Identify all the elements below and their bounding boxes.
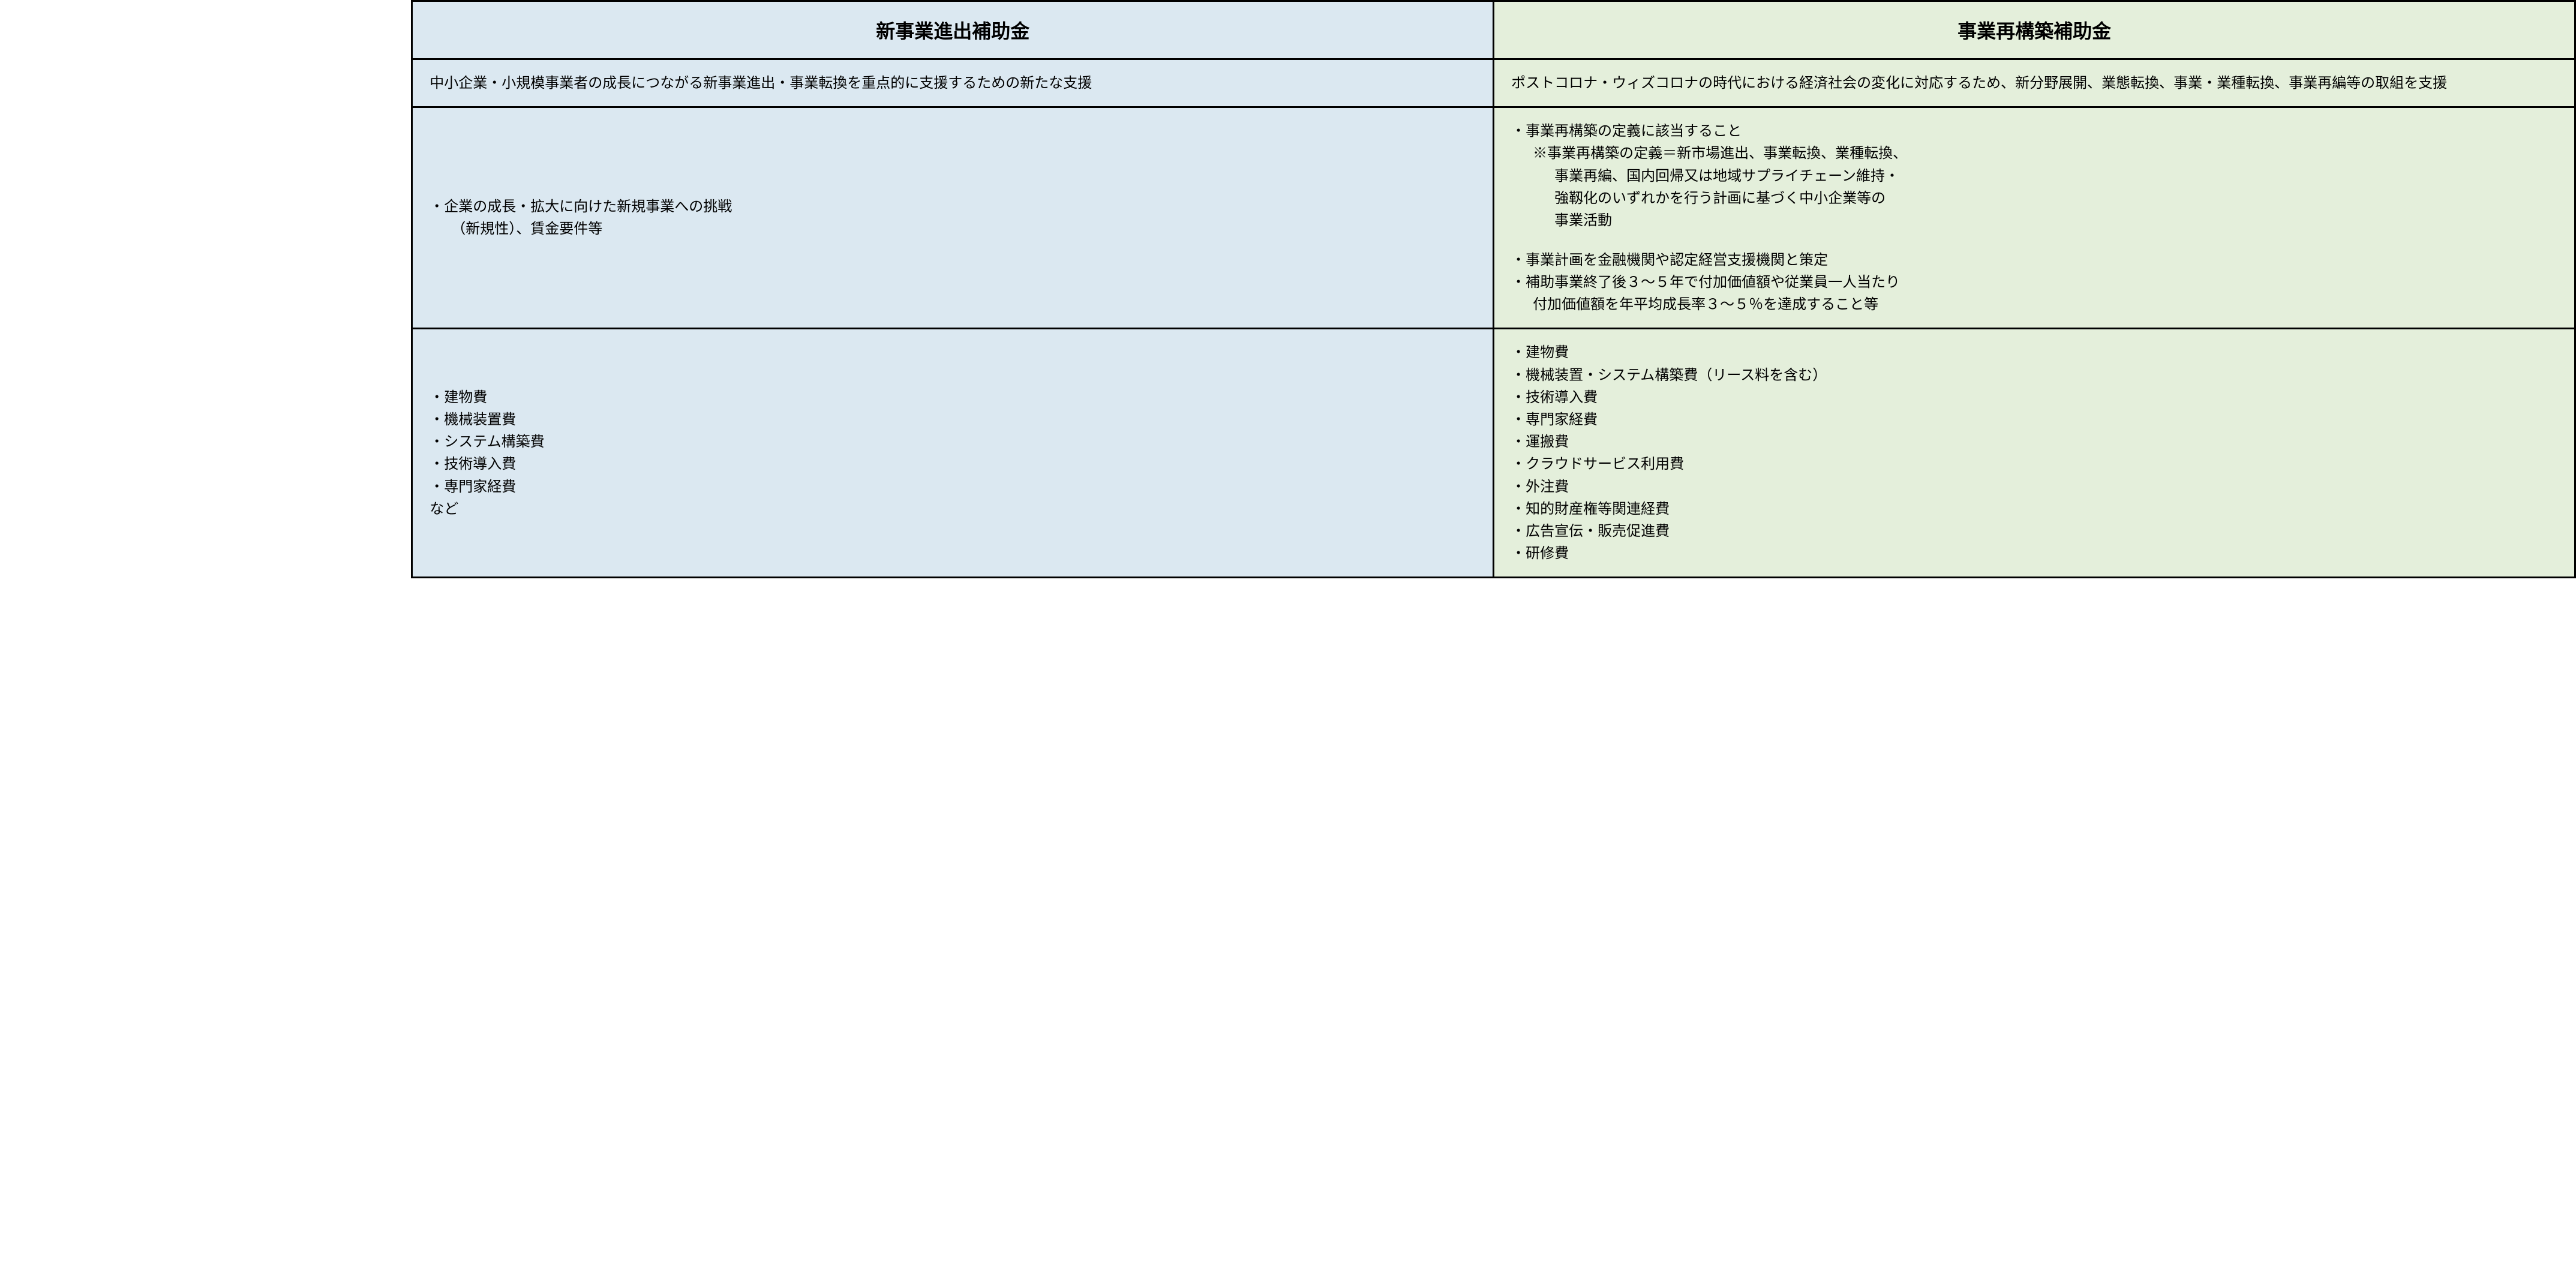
table-row-requirements: ・企業の成長・拡大に向けた新規事業への挑戦 （新規性）、賃金要件等 ・事業再構築… [0, 107, 2575, 329]
list-item: ・専門家経費 [430, 476, 1476, 498]
blank-spacer [1511, 232, 2557, 249]
list-item: ・研修費 [1511, 542, 2557, 565]
expense-list-green: ・建物費 ・機械装置・システム構築費（リース料を含む） ・技術導入費 ・専門家経… [1511, 341, 2557, 565]
row-label-overview [0, 59, 412, 107]
cell-green-requirements: ・事業再構築の定義に該当すること ※事業再構築の定義＝新市場進出、事業転換、業種… [1494, 107, 2575, 329]
cell-blue-overview: 中小企業・小規模事業者の成長につながる新事業進出・事業転換を重点的に支援するため… [412, 59, 1494, 107]
cell-blue-requirements: ・企業の成長・拡大に向けた新規事業への挑戦 （新規性）、賃金要件等 [412, 107, 1494, 329]
list-item: ・システム構築費 [430, 431, 1476, 453]
table-row-expenses: ・建物費 ・機械装置費 ・システム構築費 ・技術導入費 ・専門家経費 など ・建… [0, 329, 2575, 578]
list-item: ・技術導入費 [1511, 386, 2557, 409]
list-item: ・クラウドサービス利用費 [1511, 453, 2557, 475]
text-line: 事業活動 [1511, 209, 2557, 232]
comparison-table: 新事業進出補助金 事業再構築補助金 中小企業・小規模事業者の成長につながる新事業… [0, 0, 2576, 578]
list-item: ・機械装置費 [430, 409, 1476, 431]
table-header-row: 新事業進出補助金 事業再構築補助金 [0, 1, 2575, 59]
text-line: 付加価値額を年平均成長率３～５％を達成すること等 [1511, 293, 2557, 316]
row-label-requirements [0, 107, 412, 329]
text-line: ・事業計画を金融機関や認定経営支援機関と策定 [1511, 249, 2557, 271]
text-line: ・事業再構築の定義に該当すること [1511, 120, 2557, 142]
table-row-overview: 中小企業・小規模事業者の成長につながる新事業進出・事業転換を重点的に支援するため… [0, 59, 2575, 107]
text-line: （新規性）、賃金要件等 [430, 218, 1476, 240]
row-label-header [0, 1, 412, 59]
text-line: ※事業再構築の定義＝新市場進出、事業転換、業種転換、 [1511, 142, 2557, 164]
cell-green-overview: ポストコロナ・ウィズコロナの時代における経済社会の変化に対応するため、新分野展開… [1494, 59, 2575, 107]
text-line: 中小企業・小規模事業者の成長につながる新事業進出・事業転換を重点的に支援するため… [430, 72, 1476, 94]
text-line: 強靱化のいずれかを行う計画に基づく中小企業等の [1511, 187, 2557, 209]
trailing-text: など [430, 498, 1476, 520]
text-line: ・補助事業終了後３～５年で付加価値額や従業員一人当たり [1511, 271, 2557, 293]
list-item: ・建物費 [1511, 341, 2557, 364]
list-item: ・建物費 [430, 386, 1476, 409]
cell-blue-expenses: ・建物費 ・機械装置費 ・システム構築費 ・技術導入費 ・専門家経費 など [412, 329, 1494, 578]
cell-green-expenses: ・建物費 ・機械装置・システム構築費（リース料を含む） ・技術導入費 ・専門家経… [1494, 329, 2575, 578]
list-item: ・機械装置・システム構築費（リース料を含む） [1511, 364, 2557, 386]
text-line: 事業再編、国内回帰又は地域サプライチェーン維持・ [1511, 165, 2557, 187]
expense-list-blue: ・建物費 ・機械装置費 ・システム構築費 ・技術導入費 ・専門家経費 [430, 386, 1476, 498]
list-item: ・広告宣伝・販売促進費 [1511, 520, 2557, 542]
list-item: ・知的財産権等関連経費 [1511, 498, 2557, 520]
list-item: ・専門家経費 [1511, 409, 2557, 431]
text-line: ポストコロナ・ウィズコロナの時代における経済社会の変化に対応するため、新分野展開… [1511, 72, 2557, 94]
list-item: ・外注費 [1511, 476, 2557, 498]
column-header-blue: 新事業進出補助金 [412, 1, 1494, 59]
list-item: ・運搬費 [1511, 431, 2557, 453]
text-line: ・企業の成長・拡大に向けた新規事業への挑戦 [430, 196, 1476, 218]
list-item: ・技術導入費 [430, 453, 1476, 475]
row-label-expenses [0, 329, 412, 578]
column-header-green: 事業再構築補助金 [1494, 1, 2575, 59]
